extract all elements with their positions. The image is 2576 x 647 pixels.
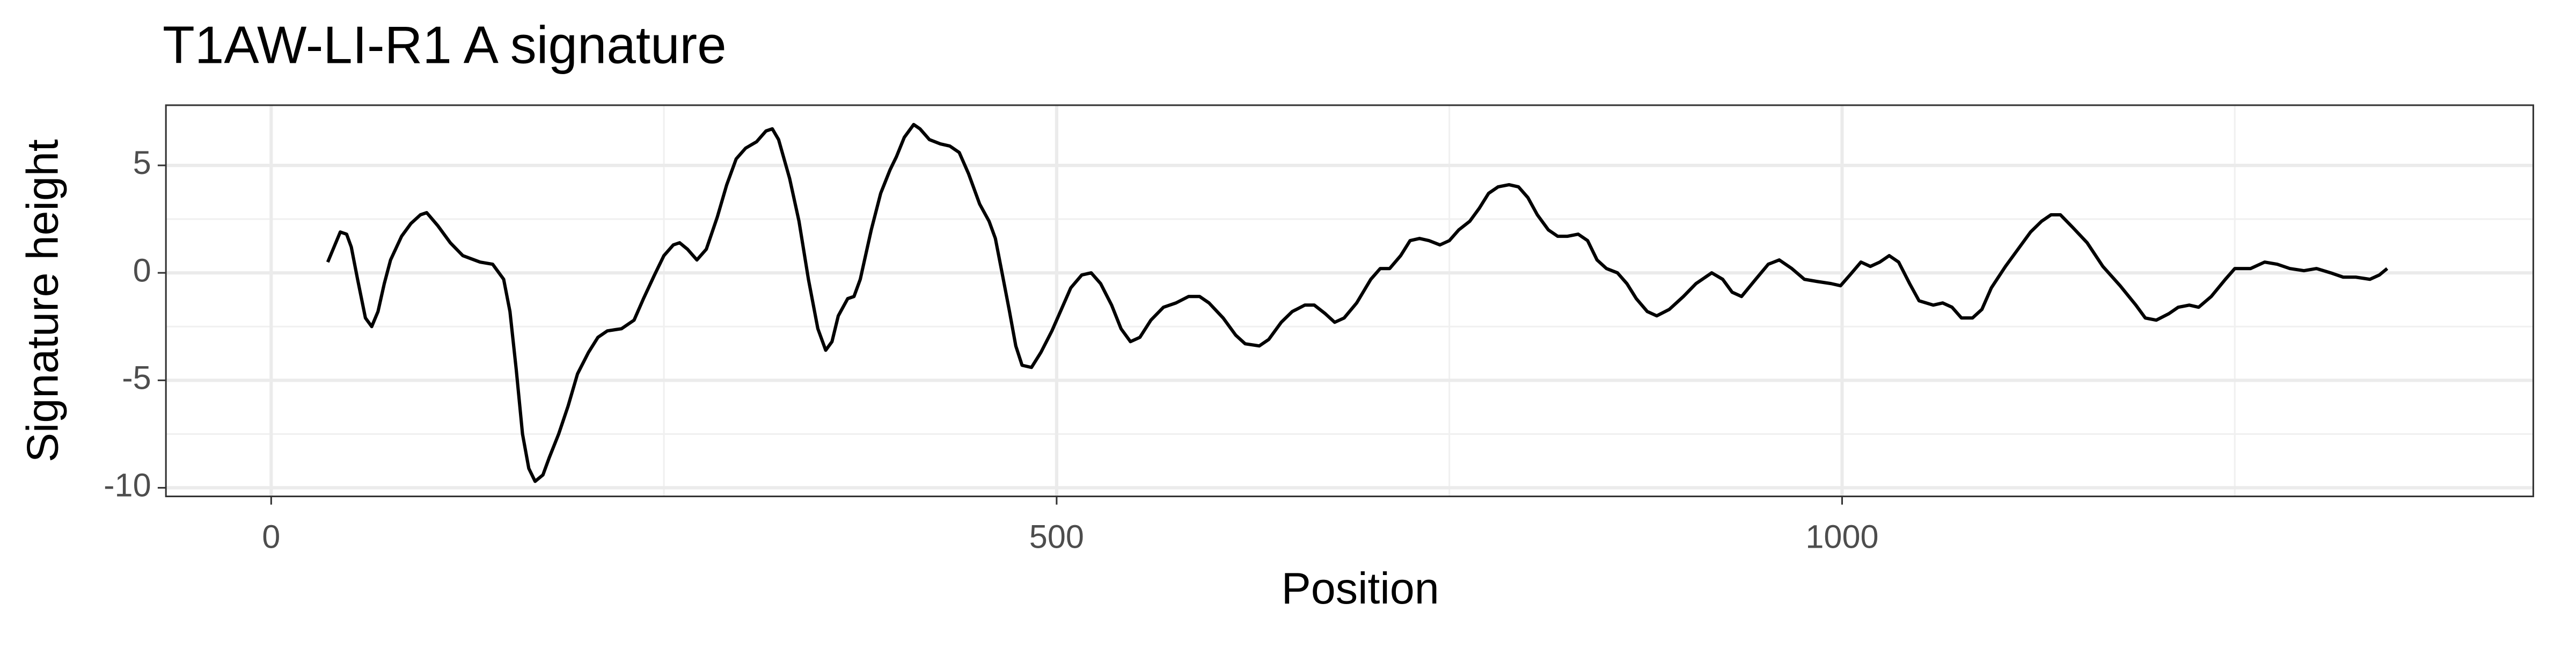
x-axis-label: Position bbox=[1282, 563, 1439, 613]
line bbox=[326, 122, 2389, 483]
y-axis-label: Signature height bbox=[18, 139, 68, 462]
y-tick-label: 5 bbox=[133, 144, 151, 181]
y-tick-label: -5 bbox=[122, 359, 151, 396]
chart-title: T1AW-LI-R1 A signature bbox=[163, 16, 727, 75]
x-tick-label: 0 bbox=[262, 518, 280, 555]
x-tick-label: 1000 bbox=[1805, 518, 1878, 555]
plot-border bbox=[165, 104, 2534, 498]
y-tick-label: -10 bbox=[104, 467, 151, 504]
y-tick-label: 0 bbox=[133, 252, 151, 288]
x-tick-label: 500 bbox=[1029, 518, 1084, 555]
